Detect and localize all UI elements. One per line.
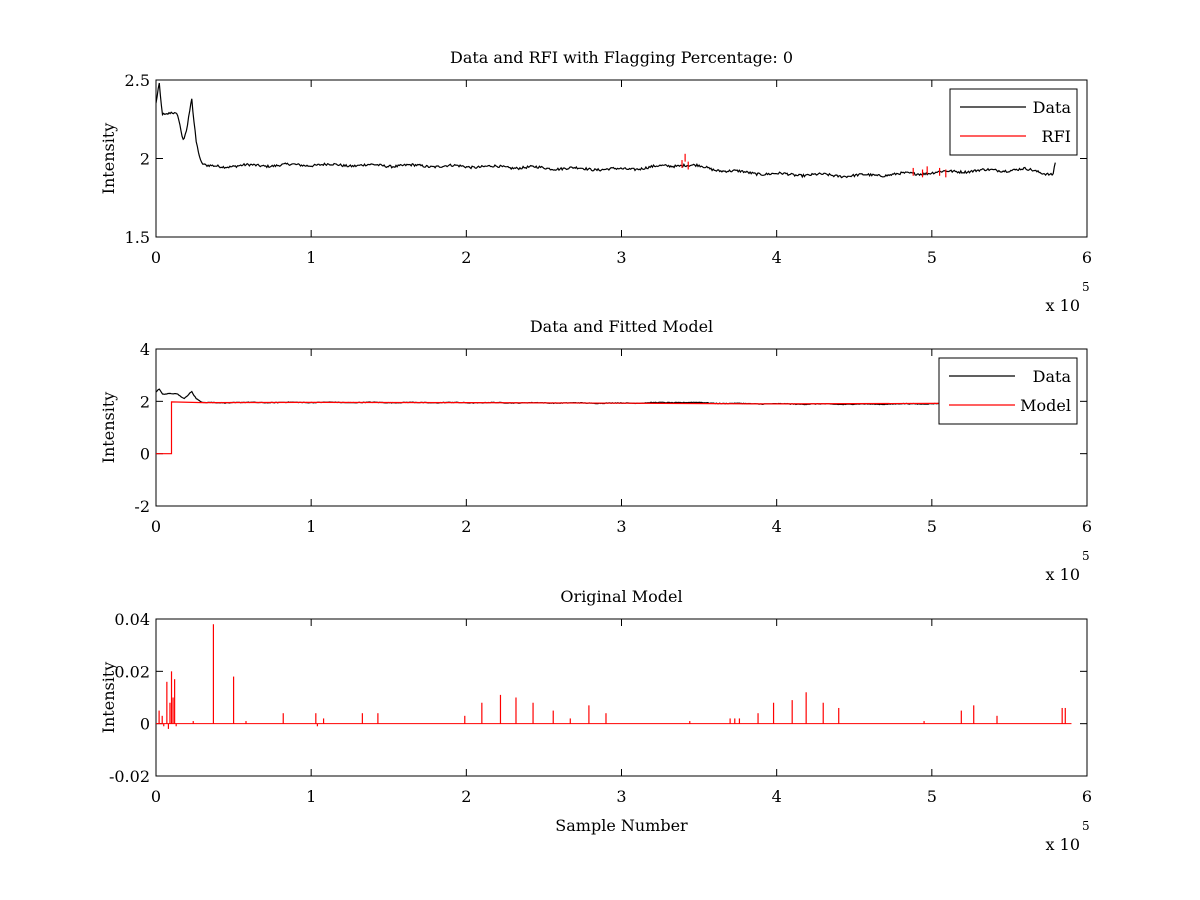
y-tick-label: 1.5 (125, 228, 150, 247)
chart-title: Data and RFI with Flagging Percentage: 0 (450, 48, 793, 67)
x-tick-label: 3 (616, 517, 626, 536)
x-tick-label: 3 (616, 248, 626, 267)
x-tick-label: 2 (461, 517, 471, 536)
plot-area (156, 82, 1056, 179)
y-tick-label: 2.5 (125, 71, 150, 90)
x-exponent-base: x 10 (1046, 296, 1080, 315)
legend-label: RFI (1042, 127, 1071, 146)
y-tick-label: 0.04 (114, 610, 150, 629)
y-tick-label: 4 (140, 340, 150, 359)
y-tick-label: -0.02 (109, 767, 150, 786)
x-tick-label: 1 (306, 787, 316, 806)
x-exponent-power: 5 (1082, 819, 1090, 833)
x-tick-label: 1 (306, 517, 316, 536)
series-line-model (156, 401, 1056, 455)
x-axis-label: Sample Number (555, 816, 688, 835)
x-tick-label: 0 (151, 517, 161, 536)
y-tick-label: 0.02 (114, 662, 150, 681)
x-tick-label: 6 (1082, 248, 1092, 267)
x-tick-label: 2 (461, 248, 471, 267)
x-tick-label: 6 (1082, 517, 1092, 536)
x-exponent-base: x 10 (1046, 835, 1080, 854)
plot-area (156, 624, 1072, 729)
x-tick-label: 4 (772, 517, 782, 536)
axes-frame (155, 348, 1088, 507)
x-exponent-base: x 10 (1046, 565, 1080, 584)
x-tick-label: 3 (616, 787, 626, 806)
axes-frame (155, 618, 1088, 777)
x-tick-label: 1 (306, 248, 316, 267)
y-tick-label: -2 (134, 497, 150, 516)
x-exponent-power: 5 (1082, 280, 1090, 294)
legend-label: Model (1020, 396, 1071, 415)
x-tick-label: 5 (927, 517, 937, 536)
y-axis-label: Intensity (99, 123, 118, 195)
legend-box (938, 357, 1078, 425)
y-axis-label: Intensity (99, 392, 118, 464)
x-tick-label: 4 (772, 248, 782, 267)
x-tick-label: 2 (461, 787, 471, 806)
y-tick-label: 0 (140, 445, 150, 464)
y-tick-label: 0 (140, 715, 150, 734)
x-tick-label: 5 (927, 248, 937, 267)
legend-box (949, 88, 1078, 156)
legend-label: Data (1033, 367, 1072, 386)
y-axis-label: Intensity (99, 662, 118, 734)
x-tick-label: 0 (151, 248, 161, 267)
axes-frame (155, 79, 1088, 238)
x-tick-label: 0 (151, 787, 161, 806)
legend-label: Data (1033, 98, 1072, 117)
plot-area (156, 388, 1056, 455)
x-tick-label: 6 (1082, 787, 1092, 806)
y-tick-label: 2 (140, 150, 150, 169)
x-tick-label: 5 (927, 787, 937, 806)
chart-title: Data and Fitted Model (530, 317, 713, 336)
x-tick-label: 4 (772, 787, 782, 806)
legend: Data RFI (949, 88, 1078, 156)
series-line-data (156, 82, 1056, 179)
chart-title: Original Model (560, 587, 682, 606)
legend: Data Model (938, 357, 1078, 425)
x-exponent-power: 5 (1082, 549, 1090, 563)
y-tick-label: 2 (140, 392, 150, 411)
